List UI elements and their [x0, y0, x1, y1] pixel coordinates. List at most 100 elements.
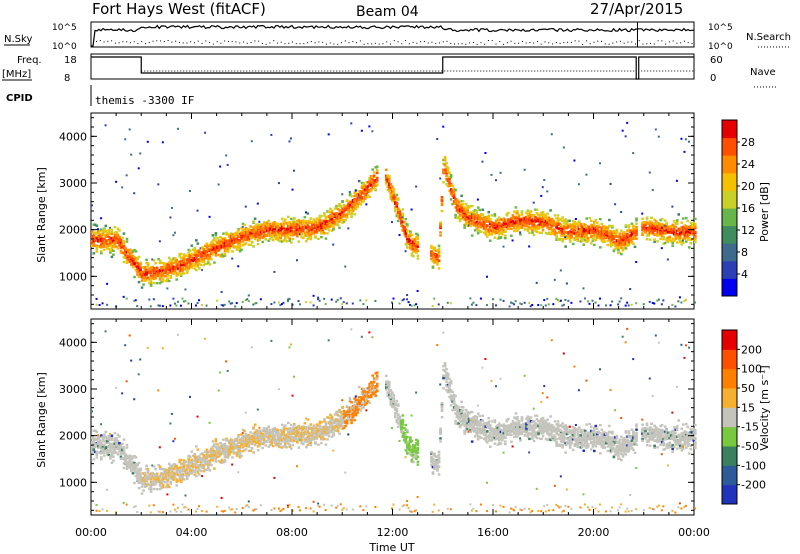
power-echo	[461, 209, 465, 212]
power-echo	[312, 223, 316, 226]
power-echo	[261, 240, 264, 244]
power-echo	[113, 231, 117, 234]
power-clutter	[253, 302, 256, 305]
power-echo	[308, 226, 311, 229]
power-echo	[653, 222, 656, 225]
power-echo	[201, 260, 204, 263]
power-echo	[237, 239, 240, 243]
velocity-echo	[160, 467, 163, 471]
power-echo	[448, 175, 451, 178]
power-echo	[674, 222, 678, 225]
power-echo	[666, 236, 670, 240]
velocity-echo	[98, 439, 102, 442]
power-echo	[498, 219, 501, 222]
power-echo	[192, 257, 195, 260]
power-echo	[514, 206, 518, 209]
power-clutter	[392, 297, 395, 300]
power-echo	[495, 231, 498, 235]
power-echo	[128, 256, 132, 260]
power-echo	[146, 276, 150, 279]
power-echo	[342, 203, 346, 207]
power-echo	[541, 225, 545, 228]
power-echo	[565, 236, 569, 240]
power-echo	[160, 267, 163, 270]
power-clutter	[413, 304, 416, 307]
power-echo	[285, 227, 289, 230]
power-clutter	[176, 300, 179, 303]
nsearch-dot	[438, 42, 440, 44]
power-echo	[309, 233, 313, 236]
power-echo	[145, 273, 148, 276]
power-echo	[482, 218, 486, 222]
power-echo	[675, 241, 679, 244]
power-echo	[632, 226, 635, 229]
power-echo	[645, 217, 649, 221]
power-echo	[574, 234, 578, 237]
nsearch-dot	[574, 40, 576, 42]
power-echo	[549, 232, 552, 235]
power-echo	[609, 233, 613, 236]
power-echo	[308, 230, 311, 233]
power-echo	[143, 268, 147, 271]
power-echo	[451, 184, 454, 188]
velocity-echo	[113, 451, 117, 454]
power-echo	[618, 242, 622, 245]
power-echo	[675, 222, 679, 225]
power-echo	[323, 223, 326, 227]
velocity-echo	[152, 483, 156, 486]
power-echo	[516, 229, 519, 232]
velocity-echo	[122, 450, 126, 454]
velocity-echo	[160, 486, 163, 490]
power-echo	[250, 228, 254, 232]
power-echo	[582, 223, 586, 226]
power-echo	[207, 253, 210, 257]
power-echo	[311, 232, 314, 235]
power-echo	[196, 249, 200, 253]
power-clutter	[624, 304, 627, 307]
velocity-echo	[112, 445, 115, 449]
power-echo	[555, 217, 558, 220]
power-echo	[198, 250, 201, 254]
velocity-echo	[109, 450, 112, 453]
power-echo	[309, 221, 313, 225]
nsearch-dot	[352, 41, 354, 43]
velocity-outlier	[124, 344, 127, 347]
velocity-echo	[113, 442, 117, 446]
power-echo	[104, 240, 108, 243]
power-echo	[626, 244, 629, 247]
power-echo	[434, 260, 438, 264]
power-echo	[499, 236, 503, 239]
power-echo	[305, 220, 308, 223]
power-echo	[484, 219, 488, 222]
power-clutter	[228, 300, 231, 303]
power-echo	[457, 204, 460, 208]
power-clutter	[280, 303, 283, 306]
power-echo	[360, 186, 364, 189]
power-echo	[496, 220, 500, 224]
power-echo	[103, 244, 106, 247]
power-echo	[202, 258, 206, 261]
power-echo	[280, 234, 284, 237]
power-echo	[193, 257, 197, 260]
power-echo	[179, 273, 183, 276]
power-echo	[562, 235, 566, 238]
power-echo	[133, 263, 136, 266]
nsearch-dot	[672, 40, 674, 42]
power-echo	[113, 233, 117, 237]
nsearch-dot	[129, 42, 131, 44]
power-echo	[672, 239, 676, 243]
power-echo	[140, 279, 144, 282]
power-echo	[412, 237, 415, 241]
freq-panel	[90, 53, 695, 80]
velocity-echo	[92, 446, 96, 449]
power-echo	[445, 168, 448, 171]
power-echo	[505, 224, 509, 227]
power-echo	[302, 229, 305, 233]
power-echo	[258, 223, 261, 226]
power-outlier	[541, 186, 544, 189]
power-echo	[571, 219, 575, 223]
power-echo	[543, 219, 546, 222]
power-echo	[397, 198, 400, 201]
power-outlier	[624, 135, 627, 138]
power-echo	[582, 232, 586, 235]
